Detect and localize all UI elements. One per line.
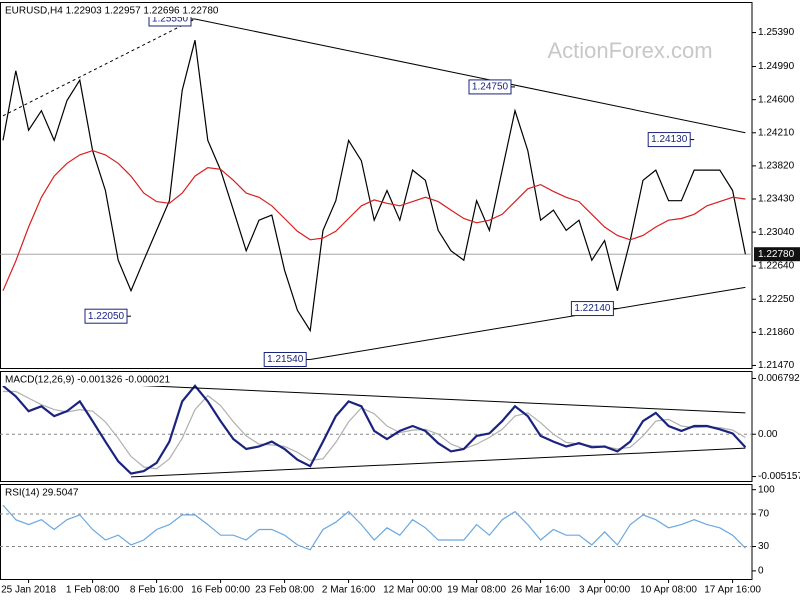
trend-line: [310, 286, 746, 361]
title-bg: [2, 4, 220, 17]
annotation-label: 1.24130: [651, 134, 688, 145]
x-tick-label: 19 Mar 08:00: [447, 585, 506, 596]
series-line: [2, 149, 746, 291]
title-bg: [2, 373, 162, 386]
y-tick-label: 1.24990: [758, 61, 795, 72]
annotation-box: [647, 132, 691, 148]
x-tick-label: 1 Feb 08:00: [66, 585, 120, 596]
x-tick-label: 3 Apr 00:00: [579, 585, 631, 596]
last-price-label: 1.22780: [758, 249, 795, 260]
x-tick-label: 16 Feb 00:00: [191, 585, 250, 596]
x-tick-label: 26 Mar 16:00: [511, 585, 570, 596]
annotation-box: [263, 352, 307, 368]
y-tick-label: 0.006792: [758, 373, 800, 384]
y-tick-label: 1.21470: [758, 360, 795, 371]
annotation-label: 1.24750: [472, 82, 509, 93]
x-tick-label: 12 Mar 00:00: [383, 585, 442, 596]
panel-title: MACD(12,26,9) -0.001326 -0.000021: [5, 375, 171, 386]
annotation-box: [570, 301, 614, 317]
annotation-label: 1.25550: [152, 14, 189, 25]
y-tick-label: 1.23430: [758, 194, 795, 205]
series-line: [2, 504, 746, 551]
annotation-box: [468, 79, 512, 95]
panel-frame: [0, 484, 753, 580]
y-tick-label: 0: [758, 566, 764, 577]
panel-frame: [0, 2, 753, 369]
trend-line: [130, 447, 746, 478]
annotation-label: 1.22140: [574, 303, 611, 314]
y-tick-label: -0.005157: [758, 471, 800, 482]
x-tick-label: 10 Apr 08:00: [640, 585, 697, 596]
x-tick-label: 17 Apr 16:00: [704, 585, 761, 596]
trend-line: [2, 18, 196, 117]
y-tick-label: 30: [758, 541, 770, 552]
y-tick-label: 1.22250: [758, 294, 795, 305]
x-tick-label: 2 Mar 16:00: [322, 585, 376, 596]
y-tick-label: 1.24210: [758, 127, 795, 138]
y-tick-label: 70: [758, 509, 770, 520]
watermark: ActionForex.com: [547, 38, 712, 63]
y-tick-label: 1.24600: [758, 94, 795, 105]
y-tick-label: 1.22640: [758, 261, 795, 272]
y-tick-label: 0.00: [758, 429, 778, 440]
y-tick-label: 1.21860: [758, 327, 795, 338]
annotation-label: 1.21540: [267, 354, 304, 365]
y-tick-label: 100: [758, 484, 775, 495]
y-tick-label: 1.25390: [758, 27, 795, 38]
x-tick-label: 25 Jan 2018: [1, 585, 56, 596]
trend-line: [194, 18, 746, 134]
x-tick-label: 8 Feb 16:00: [130, 585, 184, 596]
panel-title: EURUSD,H4 1.22903 1.22957 1.22696 1.2278…: [5, 6, 219, 17]
title-bg: [2, 486, 162, 499]
series-line: [2, 40, 746, 333]
y-tick-label: 1.23820: [758, 161, 795, 172]
last-price-box: [754, 247, 800, 262]
panel-title: RSI(14) 29.5047: [5, 488, 79, 499]
annotation-box: [84, 308, 128, 324]
panel-frame: [0, 371, 753, 482]
y-tick-label: 1.23040: [758, 227, 795, 238]
x-tick-label: 23 Feb 08:00: [255, 585, 314, 596]
series-line: [2, 384, 747, 475]
annotation-label: 1.22050: [88, 311, 125, 322]
